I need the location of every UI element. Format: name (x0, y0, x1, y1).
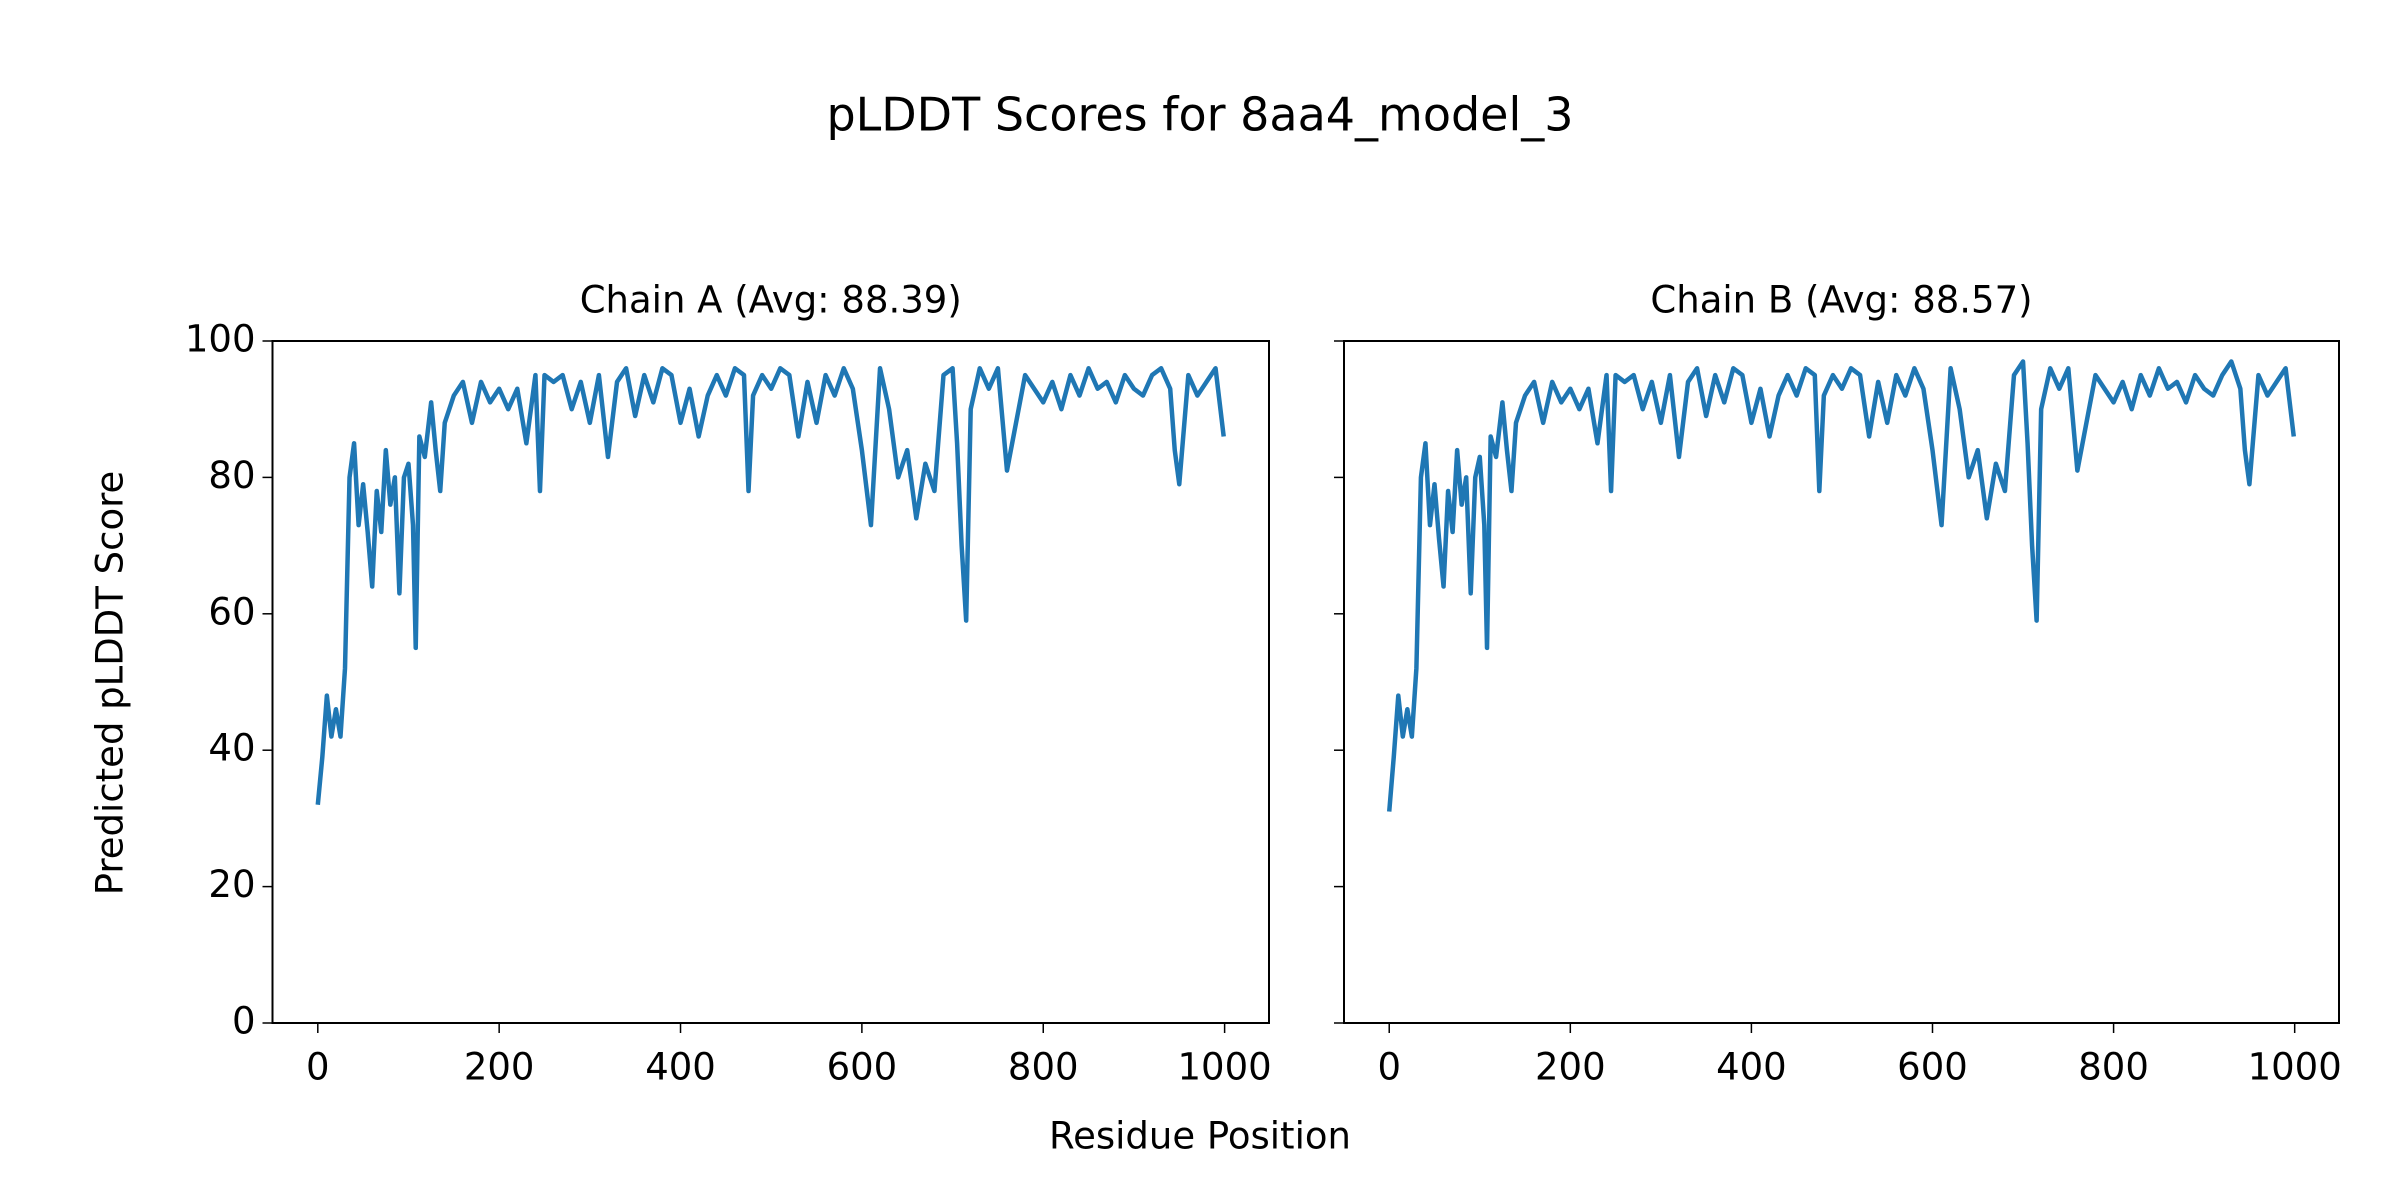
x-tick-label: 800 (2078, 1046, 2149, 1089)
y-tick-label: 20 (208, 863, 255, 906)
x-axis-label: Residue Position (1049, 1115, 1351, 1158)
x-tick-label: 600 (827, 1046, 898, 1089)
y-tick-label: 100 (185, 318, 256, 361)
x-tick-label: 1000 (1178, 1046, 1272, 1089)
x-tick-label: 400 (1716, 1046, 1787, 1089)
x-tick-label: 0 (1377, 1046, 1401, 1089)
x-tick-label: 200 (1535, 1046, 1606, 1089)
x-tick-label: 400 (645, 1046, 716, 1089)
subplot-title: Chain B (Avg: 88.57) (1650, 279, 2032, 322)
x-tick-label: 1000 (2248, 1046, 2342, 1089)
axes-frame (271, 340, 1270, 1024)
x-tick-label: 800 (1008, 1046, 1079, 1089)
x-tick-label: 200 (464, 1046, 535, 1089)
y-axis-label: Predicted pLDDT Score (89, 471, 132, 896)
line (1386, 359, 2297, 812)
line (315, 366, 1226, 805)
figure-title: pLDDT Scores for 8aa4_model_3 (826, 88, 1573, 142)
axes-frame (1343, 340, 2340, 1024)
subplot-title: Chain A (Avg: 88.39) (580, 279, 962, 322)
x-tick-label: 0 (306, 1046, 330, 1089)
y-tick-label: 40 (208, 727, 255, 770)
y-tick-label: 80 (208, 454, 255, 497)
y-tick-label: 60 (208, 590, 255, 633)
y-tick-label: 0 (232, 1000, 256, 1043)
x-tick-label: 600 (1897, 1046, 1968, 1089)
